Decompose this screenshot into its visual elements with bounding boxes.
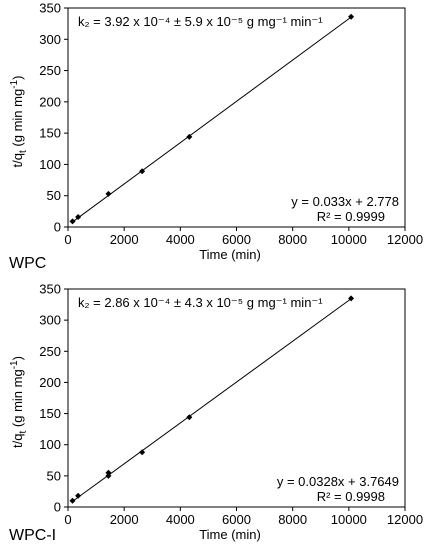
panel-1-x-tick-label: 4000 bbox=[166, 232, 195, 247]
panel-1-y-axis-title-part: ) bbox=[10, 76, 25, 80]
panel-2-data-point bbox=[69, 497, 76, 504]
panel-1-y-tick-label: 50 bbox=[47, 188, 61, 203]
panel-2-label: WPC-I bbox=[9, 527, 56, 544]
panel-1-x-tick-label: 10000 bbox=[331, 232, 367, 247]
panel-2-trendline-equation: y = 0.0328x + 3.7649 bbox=[277, 474, 399, 489]
panel-2-x-tick-label: 4000 bbox=[166, 512, 195, 527]
panel-1-y-axis-title-part: (g min mg bbox=[10, 89, 25, 150]
panel-1-y-axis-title-part: t bbox=[18, 150, 29, 153]
panel-1-y-tick-label: 150 bbox=[39, 126, 61, 141]
panel-2-y-axis-title-part: -1 bbox=[9, 360, 20, 369]
panel-2-rate-constant-annotation: k₂ = 2.86 x 10⁻⁴ ± 4.3 x 10⁻⁵ g mg⁻¹ min… bbox=[78, 295, 323, 310]
panel-1-y-axis-title: t/qt (g min mg-1) bbox=[9, 76, 29, 168]
panel-2-y-tick-label: 100 bbox=[39, 437, 61, 452]
panel-2-data-point bbox=[139, 449, 146, 456]
panel-1-data-point bbox=[105, 190, 112, 197]
panel-1-y-tick-label: 0 bbox=[54, 220, 61, 235]
panel-2-x-tick-label: 0 bbox=[64, 512, 71, 527]
panel-1-y-axis-title-part: t/q bbox=[10, 153, 25, 167]
panel-2-trendline bbox=[72, 298, 352, 502]
panel-2-y-tick-label: 50 bbox=[47, 468, 61, 483]
panel-2-x-tick-label: 8000 bbox=[278, 512, 307, 527]
panel-1-r-squared: R² = 0.9999 bbox=[317, 209, 385, 224]
panel-1-label: WPC bbox=[9, 255, 46, 272]
panel-1-data-point bbox=[69, 218, 76, 225]
panel-2-y-tick-label: 0 bbox=[54, 500, 61, 515]
panel-1-x-tick-label: 6000 bbox=[222, 232, 251, 247]
panel-2-x-tick-label: 12000 bbox=[387, 512, 423, 527]
panel-2-y-axis-title-part: t/q bbox=[10, 433, 25, 447]
panel-2-data-point bbox=[75, 492, 82, 499]
panel-2-y-axis-title-part: t bbox=[18, 430, 29, 433]
panel-2-y-tick-label: 200 bbox=[39, 375, 61, 390]
panel-2-x-tick-label: 6000 bbox=[222, 512, 251, 527]
panel-2-data-point bbox=[105, 469, 112, 476]
panel-2-y-axis-title: t/qt (g min mg-1) bbox=[9, 356, 29, 448]
panel-2-y-tick-label: 350 bbox=[39, 282, 61, 297]
panel-2-y-axis-title-part: ) bbox=[10, 356, 25, 360]
panel-2-x-axis-title: Time (min) bbox=[199, 527, 261, 542]
panel-2-y-tick-label: 150 bbox=[39, 406, 61, 421]
panel-2-x-tick-label: 10000 bbox=[331, 512, 367, 527]
panel-2-y-tick-label: 300 bbox=[39, 313, 61, 328]
panel-1-x-tick-label: 8000 bbox=[278, 232, 307, 247]
panel-1-data-point bbox=[139, 168, 146, 175]
panel-2-data-point bbox=[186, 414, 193, 421]
panel-2-x-tick-label: 2000 bbox=[110, 512, 139, 527]
panel-1-x-tick-label: 12000 bbox=[387, 232, 423, 247]
panel-1-x-axis-title: Time (min) bbox=[199, 247, 261, 262]
panel-1-y-tick-label: 100 bbox=[39, 157, 61, 172]
panel-2-data-point bbox=[348, 295, 355, 302]
panel-1-x-tick-label: 0 bbox=[64, 232, 71, 247]
panel-1-y-tick-label: 250 bbox=[39, 63, 61, 78]
panel-2-r-squared: R² = 0.9998 bbox=[317, 489, 385, 504]
panel-1-trendline bbox=[72, 16, 352, 223]
panel-1-x-tick-label: 2000 bbox=[110, 232, 139, 247]
panel-1-data-point bbox=[348, 13, 355, 20]
panel-1-y-tick-label: 200 bbox=[39, 94, 61, 109]
panel-2-data-point bbox=[105, 472, 112, 479]
panel-1-data-point bbox=[186, 133, 193, 140]
panel-1-y-tick-label: 300 bbox=[39, 32, 61, 47]
panel-1-rate-constant-annotation: k₂ = 3.92 x 10⁻⁴ ± 5.9 x 10⁻⁵ g mg⁻¹ min… bbox=[78, 14, 323, 29]
panel-1-trendline-equation: y = 0.033x + 2.778 bbox=[291, 194, 399, 209]
panel-1-y-tick-label: 350 bbox=[39, 1, 61, 16]
panel-1-y-axis-title-part: -1 bbox=[9, 79, 20, 88]
panel-2-y-axis-title-part: (g min mg bbox=[10, 369, 25, 430]
panel-2-y-tick-label: 250 bbox=[39, 344, 61, 359]
panel-1-data-point bbox=[75, 213, 82, 220]
